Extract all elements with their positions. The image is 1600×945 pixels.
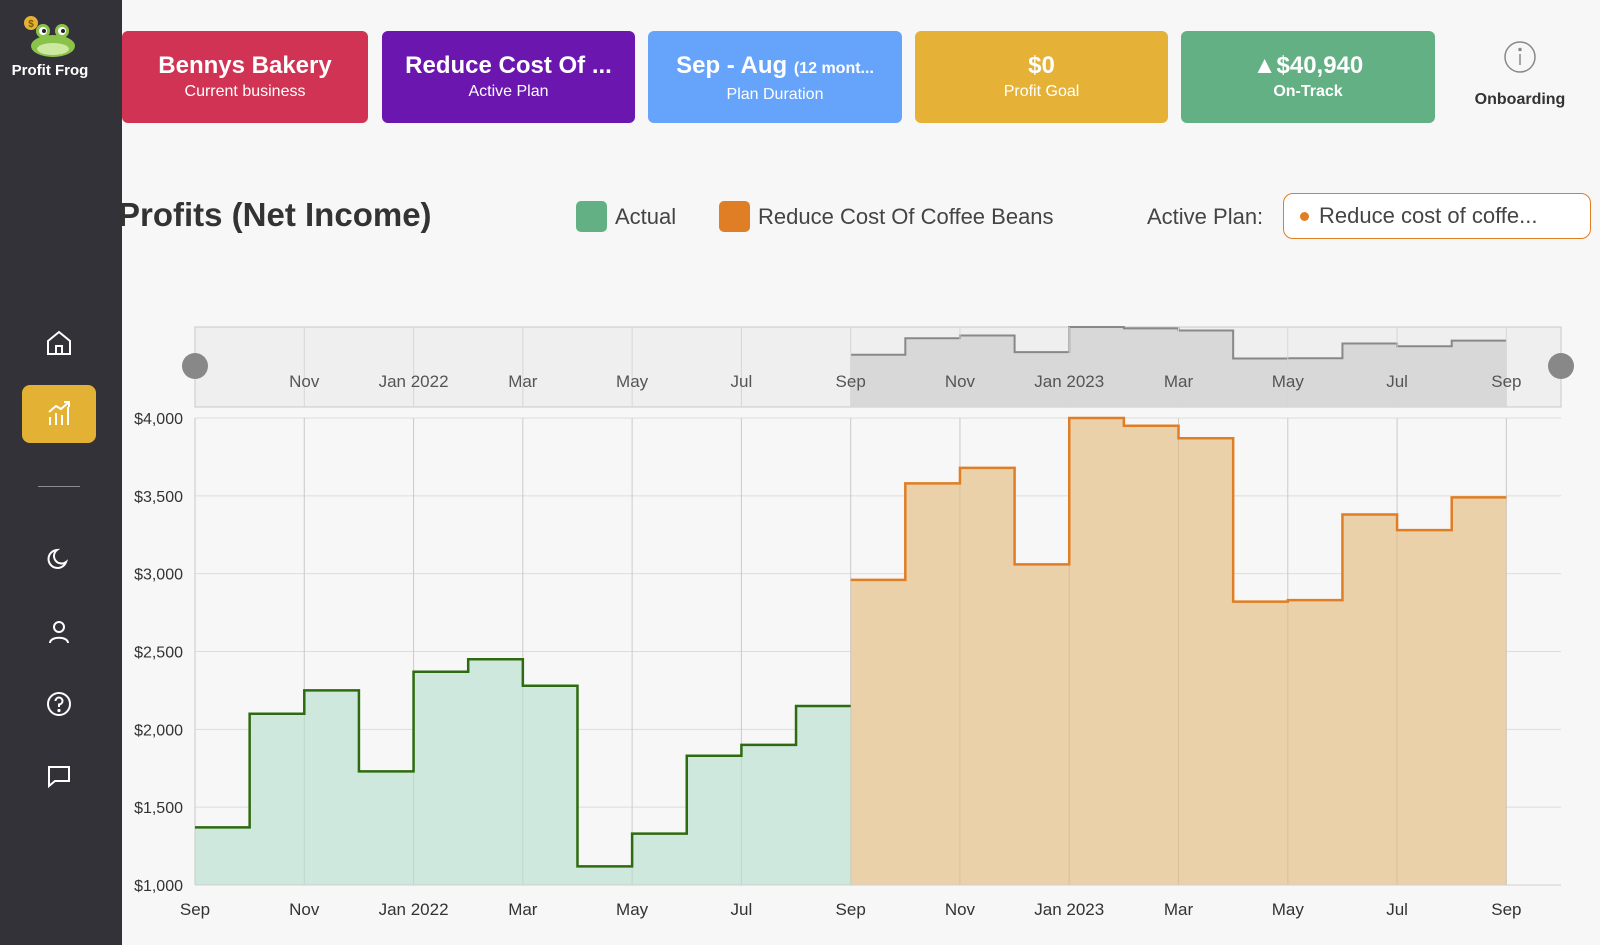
- x-tick-label: Mar: [1164, 900, 1194, 919]
- plan-series-line: [850, 416, 1507, 603]
- legend-actual[interactable]: Actual: [576, 201, 676, 232]
- plan-dot-icon: [1300, 211, 1309, 221]
- plan-duration-months: (12 mont...: [793, 60, 874, 77]
- message-icon: [48, 766, 70, 789]
- x-tick-label: Nov: [945, 900, 976, 919]
- navigator-tick-label: Jul: [731, 372, 753, 391]
- status-value: ▲$40,940: [1181, 51, 1435, 81]
- plan-duration-value: Sep - Aug (12 mont...: [648, 51, 902, 84]
- frog-logo-icon: $: [24, 16, 75, 57]
- x-tick-label: May: [1272, 900, 1305, 919]
- sidebar: $ Profit Frog: [0, 0, 122, 945]
- chart-icon: [48, 401, 70, 425]
- x-tick-label: Jul: [731, 900, 753, 919]
- status-amount: $40,940: [1276, 52, 1364, 79]
- navigator-tick-label: May: [1272, 372, 1305, 391]
- x-tick-label: Jan 2023: [1034, 900, 1104, 919]
- y-tick-label: $1,500: [134, 800, 183, 817]
- moon-icon: [47, 548, 69, 569]
- plan-duration-card[interactable]: Sep - Aug (12 mont... Plan Duration: [648, 31, 902, 123]
- actual-series-area: [195, 659, 851, 885]
- plan-duration-range: Sep - Aug: [676, 52, 788, 79]
- sidebar-item-home[interactable]: [22, 314, 96, 372]
- x-tick-label: Sep: [1491, 900, 1521, 919]
- app-logo[interactable]: $ Profit Frog: [0, 14, 100, 79]
- business-name: Bennys Bakery: [158, 52, 332, 79]
- navigator-tick-label: Jan 2023: [1034, 372, 1104, 391]
- business-card[interactable]: Bennys Bakery Current business: [122, 31, 368, 123]
- navigator-series-line: [850, 326, 1507, 360]
- active-plan-sub: Active Plan: [468, 83, 549, 100]
- legend-actual-swatch: [576, 201, 607, 232]
- profit-goal-card[interactable]: $0 Profit Goal: [915, 31, 1168, 123]
- navigator-tick-label: Sep: [836, 372, 866, 391]
- x-tick-label: Jan 2022: [379, 900, 449, 919]
- active-plan-select-value: Reduce cost of coffe...: [1319, 203, 1538, 228]
- y-tick-label: $2,000: [134, 722, 183, 739]
- status-card[interactable]: ▲$40,940 On-Track: [1181, 31, 1435, 123]
- user-icon: [49, 621, 69, 644]
- sidebar-item-profits[interactable]: [22, 385, 96, 443]
- sidebar-divider: [38, 486, 80, 487]
- navigator-tick-label: Nov: [945, 372, 976, 391]
- help-icon: [47, 692, 71, 716]
- x-tick-label: Sep: [180, 900, 210, 919]
- home-icon: [47, 330, 71, 355]
- legend-actual-label: Actual: [615, 203, 677, 229]
- sidebar-item-help[interactable]: [22, 675, 96, 733]
- x-tick-label: Jul: [1386, 900, 1408, 919]
- y-tick-label: $3,500: [134, 489, 183, 506]
- y-tick-label: $4,000: [134, 411, 183, 428]
- app-name: Profit Frog: [11, 62, 89, 79]
- navigator-series-area: [850, 327, 1507, 407]
- profit-goal-value: $0: [1028, 52, 1055, 79]
- navigator-tick-label: Mar: [1164, 372, 1194, 391]
- status-sub: On-Track: [1273, 83, 1343, 100]
- x-tick-label: Mar: [508, 900, 538, 919]
- x-tick-label: May: [616, 900, 649, 919]
- chart-title: Profits (Net Income): [118, 196, 432, 233]
- legend-plan-label: Reduce Cost Of Coffee Beans: [758, 203, 1054, 229]
- navigator-left-handle[interactable]: [182, 353, 208, 379]
- navigator-tick-label: Mar: [508, 372, 538, 391]
- y-tick-label: $2,500: [134, 645, 183, 662]
- navigator-tick-label: Jan 2022: [379, 372, 449, 391]
- active-plan-name: Reduce Cost Of ...: [405, 52, 612, 79]
- plan-series-area: [850, 418, 1507, 885]
- y-tick-label: $3,000: [134, 567, 183, 584]
- navigator-tick-label: May: [616, 372, 649, 391]
- navigator-tick-label: Nov: [289, 372, 320, 391]
- x-tick-label: Nov: [289, 900, 320, 919]
- active-plan-select[interactable]: Reduce cost of coffe...: [1283, 193, 1591, 239]
- navigator-background: [194, 326, 1562, 408]
- active-plan-label: Active Plan:: [1147, 204, 1264, 229]
- profit-goal-sub: Profit Goal: [1003, 83, 1080, 100]
- active-plan-card[interactable]: Reduce Cost Of ... Active Plan: [382, 31, 635, 123]
- info-icon: [1504, 41, 1536, 73]
- navigator-tick-label: Sep: [1491, 372, 1521, 391]
- navigator-right-handle[interactable]: [1548, 353, 1574, 379]
- onboarding-label: Onboarding: [1474, 91, 1566, 108]
- sidebar-item-dark-mode[interactable]: [22, 530, 96, 588]
- y-tick-label: $1,000: [134, 878, 183, 895]
- navigator-tick-label: Jul: [1386, 372, 1408, 391]
- svg-text:$: $: [28, 19, 34, 30]
- sidebar-item-messages[interactable]: [22, 747, 96, 805]
- triangle-up-icon: ▲: [1252, 52, 1277, 79]
- legend-plan[interactable]: Reduce Cost Of Coffee Beans: [719, 201, 1054, 232]
- sidebar-item-profile[interactable]: [22, 603, 96, 661]
- plan-duration-sub: Plan Duration: [726, 86, 824, 103]
- x-tick-label: Sep: [836, 900, 866, 919]
- onboarding-button[interactable]: Onboarding: [1458, 40, 1582, 109]
- legend-plan-swatch: [719, 201, 750, 232]
- business-sub: Current business: [184, 83, 306, 100]
- actual-series-line: [195, 658, 851, 868]
